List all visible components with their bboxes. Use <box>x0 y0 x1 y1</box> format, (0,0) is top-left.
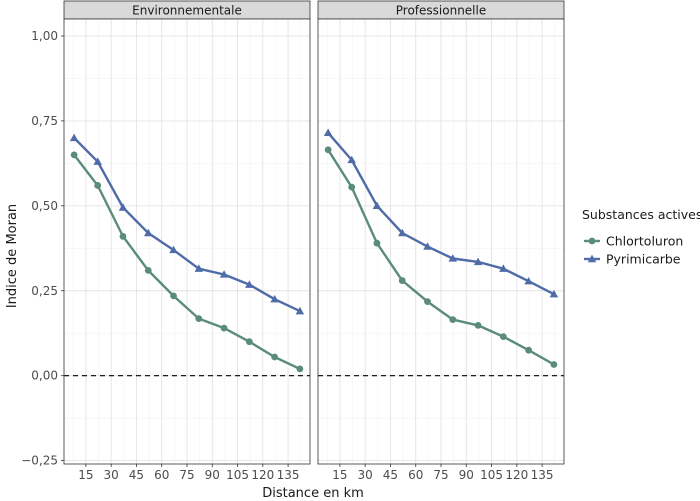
facet-title: Professionnelle <box>396 4 486 18</box>
data-point <box>118 203 128 211</box>
data-point <box>448 254 458 262</box>
x-tick-label: 120 <box>505 468 528 482</box>
data-point <box>69 133 79 142</box>
data-point <box>347 155 356 164</box>
x-tick-label: 30 <box>104 468 119 482</box>
data-point <box>270 294 279 303</box>
series-pyrimicarbe <box>69 133 305 315</box>
data-point <box>423 242 432 250</box>
data-point <box>170 292 177 300</box>
y-tick-label: 1,00 <box>31 29 58 43</box>
x-tick-label: 45 <box>383 468 398 482</box>
data-point <box>295 306 305 315</box>
data-point <box>549 289 559 298</box>
data-point <box>550 361 558 368</box>
y-tick-label: 0,50 <box>31 199 58 213</box>
data-point <box>119 233 127 240</box>
data-point <box>93 157 102 165</box>
x-tick-label: 60 <box>154 468 169 482</box>
x-tick-label: 15 <box>332 468 347 482</box>
series-chlortoluron <box>324 146 558 368</box>
data-point <box>323 128 333 136</box>
data-point <box>398 277 406 284</box>
x-tick-label: 75 <box>433 468 448 482</box>
x-tick-label: 135 <box>277 468 300 482</box>
data-point <box>169 245 178 254</box>
series-line <box>327 149 555 366</box>
legend-entry-chlortoluron: Chlortoluron <box>584 234 683 249</box>
x-tick-label: 75 <box>179 468 194 482</box>
x-tick-label: 60 <box>408 468 423 482</box>
data-point <box>424 298 431 306</box>
legend-label: Chlortoluron <box>606 234 683 249</box>
data-point <box>94 182 102 189</box>
y-axis: −0,25 0,00 0,25 0,50 0,75 1,00 <box>21 29 64 468</box>
legend: Substances actives Chlortoluron Pyrimicarb… <box>582 207 700 267</box>
series-chlortoluron <box>70 151 304 373</box>
data-point <box>372 201 382 210</box>
data-point <box>271 353 279 361</box>
data-point <box>245 280 254 288</box>
x-tick-label: 105 <box>480 468 503 482</box>
x-tick-label: 90 <box>459 468 474 482</box>
data-point <box>195 315 203 323</box>
data-point <box>499 333 507 341</box>
x-tick-label: 15 <box>78 468 93 482</box>
legend-entry-pyrimicarbe: Pyrimicarbe <box>584 252 681 267</box>
data-point <box>245 338 253 346</box>
data-point <box>194 264 204 272</box>
data-point <box>474 322 482 329</box>
series-line <box>327 132 555 296</box>
data-point <box>373 239 381 247</box>
data-point <box>449 316 457 324</box>
legend-key-marker <box>587 254 597 263</box>
legend-title: Substances actives <box>582 207 700 222</box>
facet-title: Environnementale <box>132 4 242 18</box>
panel-1: Environnementale 15 30 45 60 75 90 105 120 135 <box>63 0 311 482</box>
panel-2: Professionnelle 15 30 45 60 75 90 105 120 135 <box>317 0 565 482</box>
data-point <box>525 346 533 354</box>
data-point <box>499 264 508 272</box>
y-tick-label: −0,25 <box>21 454 58 468</box>
x-tick-label: 30 <box>358 468 373 482</box>
data-point <box>324 146 332 154</box>
legend-label: Pyrimicarbe <box>606 252 681 267</box>
x-tick-label: 90 <box>205 468 220 482</box>
y-axis-label: Indice de Moran <box>5 204 20 308</box>
data-point <box>524 276 533 285</box>
data-point <box>70 151 78 159</box>
x-axis-label: Distance en km <box>262 486 364 501</box>
data-point <box>143 228 153 237</box>
y-tick-label: 0,00 <box>31 369 58 383</box>
x-tick-label: 135 <box>531 468 554 482</box>
y-tick-label: 0,25 <box>31 284 58 298</box>
x-tick-label: 105 <box>226 468 249 482</box>
data-point <box>219 270 229 278</box>
series-pyrimicarbe <box>323 128 559 298</box>
series-line <box>73 154 301 370</box>
data-point <box>348 183 356 191</box>
x-tick-label: 45 <box>129 468 144 482</box>
data-point <box>220 324 228 332</box>
x-tick-label: 120 <box>251 468 274 482</box>
y-tick-label: 0,75 <box>31 114 58 128</box>
legend-key-marker <box>588 237 596 245</box>
data-point <box>473 257 483 266</box>
data-point <box>397 228 407 237</box>
data-point <box>144 266 152 274</box>
series-line <box>73 137 301 313</box>
data-point <box>296 365 304 373</box>
